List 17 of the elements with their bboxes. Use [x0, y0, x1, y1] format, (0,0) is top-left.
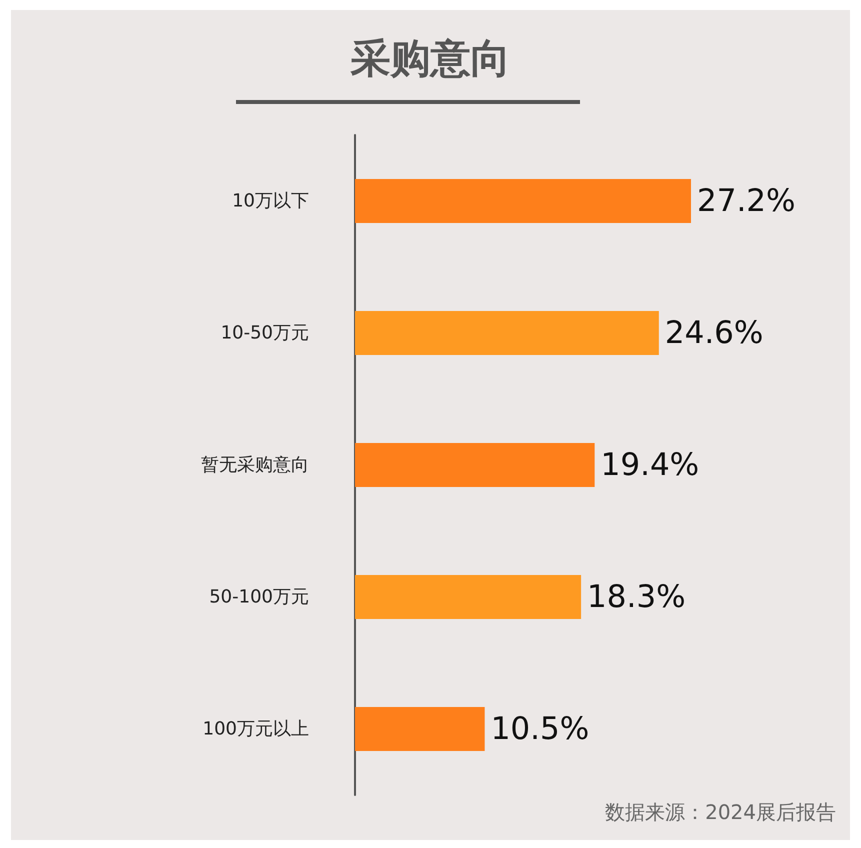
y-tick-label: 暂无采购意向	[201, 454, 309, 476]
data-label: 24.6%	[664, 315, 764, 351]
data-label: 18.3%	[587, 579, 686, 615]
data-label: 19.4%	[600, 447, 700, 483]
y-tick-label: 100万元以上	[202, 718, 309, 740]
data-label: 27.2%	[697, 183, 796, 219]
bar	[355, 179, 691, 223]
y-tick-label: 50-100万元	[209, 586, 309, 608]
bar	[355, 575, 582, 619]
data-label: 10.5%	[490, 711, 590, 747]
bar	[355, 311, 659, 355]
chart-title: 采购意向	[350, 36, 510, 82]
bar	[355, 443, 595, 487]
y-tick-label: 10万以下	[232, 190, 309, 212]
bar	[355, 707, 485, 751]
source-note: 数据来源：2024展后报告	[605, 800, 836, 824]
y-tick-label: 10-50万元	[220, 322, 309, 344]
